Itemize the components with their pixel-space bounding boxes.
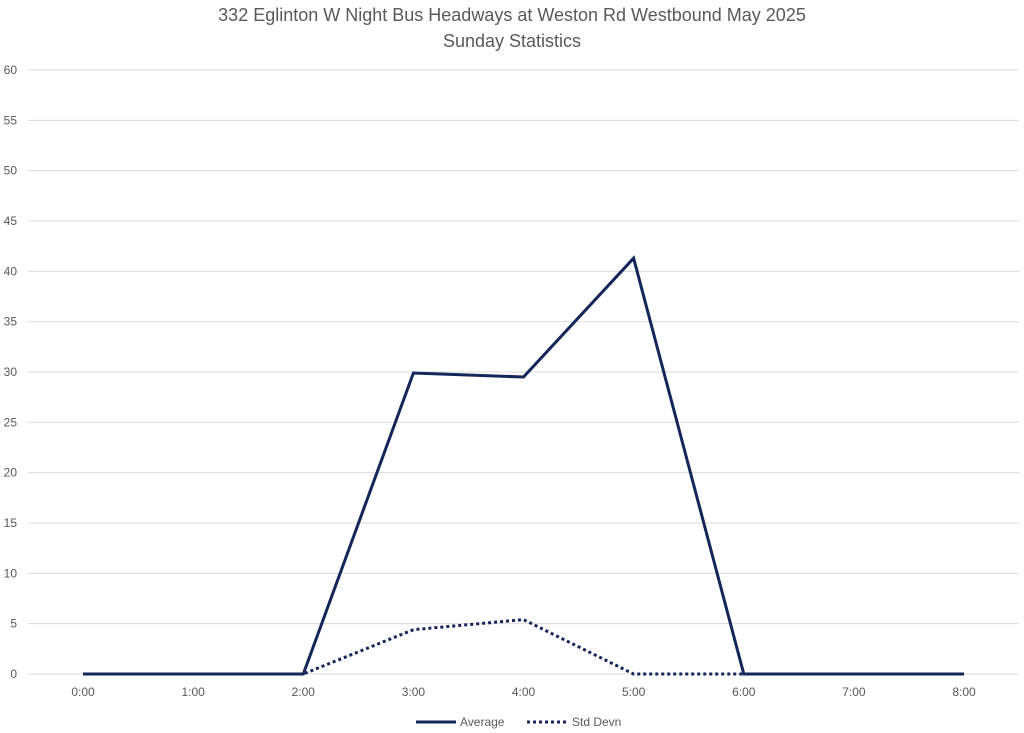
- x-tick-label: 0:00: [71, 685, 95, 699]
- x-tick-label: 4:00: [512, 685, 536, 699]
- y-tick-label: 0: [10, 667, 17, 681]
- series-lines: [83, 255, 964, 676]
- series-line-std-devn: [83, 618, 964, 676]
- legend-label: Std Devn: [572, 715, 621, 729]
- chart-title: 332 Eglinton W Night Bus Headways at Wes…: [218, 5, 806, 25]
- y-tick-label: 60: [4, 63, 18, 77]
- y-axis-ticks: 0 5 10 15 20 25 30 35 40 45 50 55 60: [4, 63, 18, 681]
- legend: Average Std Devn: [416, 715, 621, 729]
- y-tick-label: 30: [4, 365, 18, 379]
- y-tick-label: 40: [4, 264, 18, 278]
- y-tick-label: 45: [4, 214, 18, 228]
- y-tick-label: 5: [10, 617, 17, 631]
- x-tick-label: 1:00: [181, 685, 205, 699]
- y-tick-label: 20: [4, 466, 18, 480]
- series-line-average: [83, 255, 964, 676]
- x-axis-ticks: 0:00 1:00 2:00 3:00 4:00 5:00 6:00 7:00 8:00: [71, 685, 976, 699]
- y-tick-label: 15: [4, 516, 18, 530]
- y-tick-label: 35: [4, 315, 18, 329]
- x-tick-label: 3:00: [402, 685, 426, 699]
- y-tick-label: 55: [4, 113, 18, 127]
- y-tick-label: 10: [4, 566, 18, 580]
- x-tick-label: 8:00: [952, 685, 976, 699]
- x-tick-label: 5:00: [622, 685, 646, 699]
- x-tick-label: 2:00: [292, 685, 316, 699]
- legend-label: Average: [460, 715, 505, 729]
- gridlines: [28, 69, 1019, 675]
- y-tick-label: 25: [4, 415, 18, 429]
- x-tick-label: 7:00: [842, 685, 866, 699]
- x-tick-label: 6:00: [732, 685, 756, 699]
- y-tick-label: 50: [4, 164, 18, 178]
- chart-subtitle: Sunday Statistics: [443, 31, 581, 51]
